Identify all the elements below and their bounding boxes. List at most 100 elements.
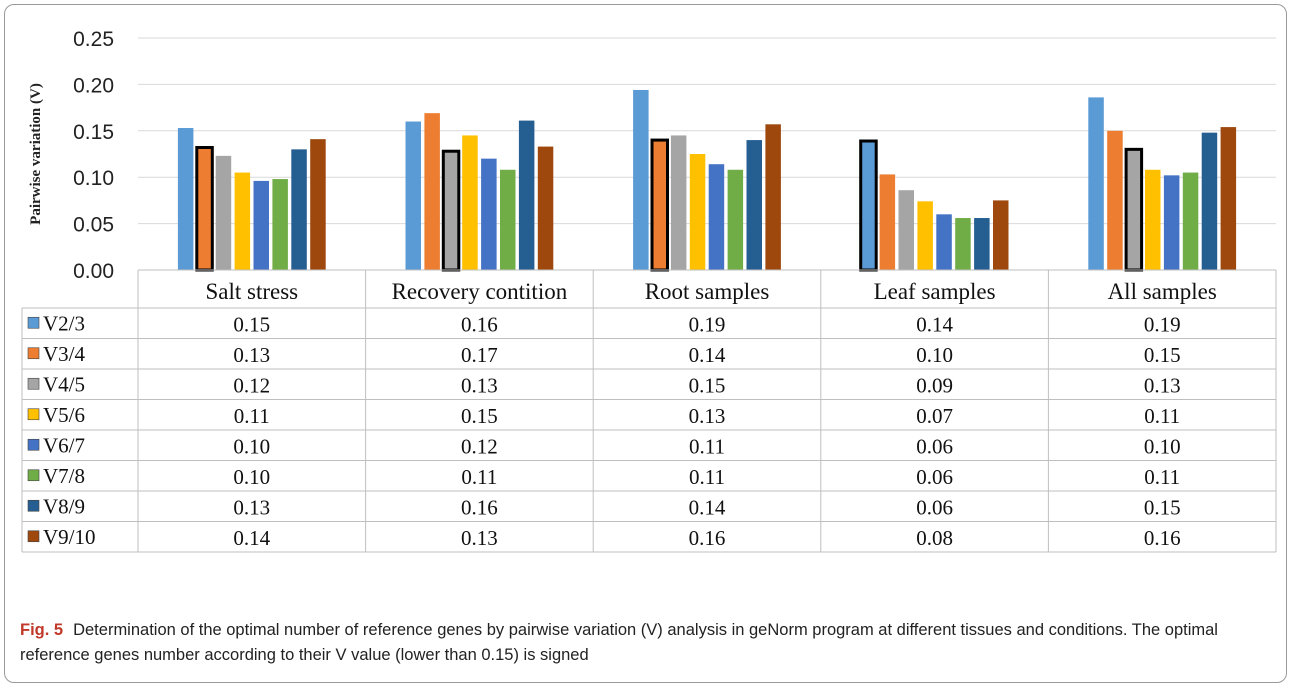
caption-text: Determination of the optimal number of r… [20, 621, 1218, 664]
table-value: 0.11 [689, 465, 725, 489]
table-value: 0.14 [689, 495, 726, 519]
bar-v7-8-all-samples [1183, 173, 1199, 270]
bar-v6-7-all-samples [1164, 175, 1180, 270]
legend-swatch-v6-7 [28, 439, 39, 450]
category-label: Recovery contition [392, 279, 568, 304]
table-value: 0.16 [1144, 526, 1181, 550]
bar-v3-4-root-samples [652, 140, 668, 270]
bar-v6-7-root-samples [709, 164, 725, 270]
table-value: 0.11 [461, 465, 497, 489]
bar-v6-7-salt-stress [254, 181, 270, 270]
bar-v3-4-recovery-contition [424, 113, 440, 270]
table-value: 0.14 [233, 526, 270, 550]
bar-v7-8-root-samples [728, 170, 744, 270]
table-value: 0.13 [233, 495, 270, 519]
figure-label: Fig. 5 [20, 621, 63, 639]
legend-label: V4/5 [43, 372, 85, 396]
bar-v3-4-all-samples [1107, 131, 1123, 270]
legend-swatch-v9-10 [28, 531, 39, 542]
table-value: 0.11 [234, 404, 270, 428]
table-value: 0.11 [689, 434, 725, 458]
y-tick-label: 0.25 [73, 28, 114, 51]
table-value: 0.16 [461, 312, 498, 336]
legend-swatch-v7-8 [28, 470, 39, 481]
bar-v6-7-leaf-samples [936, 214, 952, 270]
bar-v3-4-salt-stress [197, 148, 213, 270]
table-value: 0.13 [233, 343, 270, 367]
y-axis-title: Pairwise variation (V) [28, 83, 44, 225]
legend-label: V3/4 [43, 342, 86, 366]
figure-caption: Fig. 5 Determination of the optimal numbe… [20, 618, 1270, 668]
category-label: Leaf samples [874, 279, 996, 304]
bar-v9-10-all-samples [1221, 127, 1237, 270]
table-value: 0.17 [461, 343, 498, 367]
table-value: 0.12 [461, 434, 498, 458]
category-label: Salt stress [205, 279, 298, 304]
legend-swatch-v8-9 [28, 500, 39, 511]
table-value: 0.06 [916, 495, 953, 519]
bar-v9-10-leaf-samples [993, 200, 1009, 270]
table-value: 0.06 [916, 465, 953, 489]
table-value: 0.15 [1144, 343, 1181, 367]
legend-label: V9/10 [43, 525, 96, 549]
table-value: 0.16 [461, 495, 498, 519]
legend-label: V8/9 [43, 494, 85, 518]
table-value: 0.07 [916, 404, 953, 428]
bar-v9-10-root-samples [765, 124, 781, 270]
table-value: 0.10 [233, 434, 270, 458]
bar-v4-5-root-samples [671, 135, 687, 270]
bar-v5-6-recovery-contition [462, 135, 478, 270]
table-value: 0.10 [1144, 434, 1181, 458]
category-label: Root samples [645, 279, 770, 304]
legend-label: V6/7 [43, 433, 85, 457]
bar-v9-10-recovery-contition [538, 147, 554, 270]
bar-v8-9-recovery-contition [519, 121, 535, 270]
bar-v7-8-salt-stress [272, 179, 288, 270]
table-value: 0.13 [1144, 373, 1181, 397]
bar-v7-8-recovery-contition [500, 170, 516, 270]
table-value: 0.14 [689, 343, 726, 367]
table-value: 0.15 [1144, 495, 1181, 519]
table-value: 0.10 [233, 465, 270, 489]
table-value: 0.12 [233, 373, 270, 397]
bar-v5-6-all-samples [1145, 170, 1161, 270]
table-value: 0.14 [916, 312, 953, 336]
bar-v2-3-all-samples [1088, 97, 1104, 270]
bar-v5-6-salt-stress [235, 173, 251, 270]
table-value: 0.06 [916, 434, 953, 458]
table-value: 0.10 [916, 343, 953, 367]
legend-label: V2/3 [43, 311, 85, 335]
y-tick-label: 0.05 [73, 214, 114, 237]
table-value: 0.15 [233, 312, 270, 336]
table-value: 0.11 [1144, 465, 1180, 489]
table-value: 0.19 [689, 312, 726, 336]
legend-swatch-v5-6 [28, 409, 39, 420]
bar-v4-5-leaf-samples [899, 190, 915, 270]
legend-swatch-v3-4 [28, 348, 39, 359]
table-value: 0.15 [689, 373, 726, 397]
bar-v6-7-recovery-contition [481, 159, 497, 270]
bar-v3-4-leaf-samples [880, 174, 896, 270]
y-tick-label: 0.20 [73, 74, 114, 97]
table-value: 0.13 [461, 526, 498, 550]
legend-label: V5/6 [43, 403, 85, 427]
table-value: 0.15 [461, 404, 498, 428]
bar-v8-9-leaf-samples [974, 218, 990, 270]
table-value: 0.13 [461, 373, 498, 397]
table-value: 0.13 [689, 404, 726, 428]
bar-v9-10-salt-stress [310, 139, 326, 270]
bar-v4-5-salt-stress [216, 156, 232, 270]
bar-v5-6-leaf-samples [917, 201, 933, 270]
bar-v8-9-root-samples [747, 140, 763, 270]
bar-v2-3-salt-stress [178, 128, 194, 270]
table-value: 0.16 [689, 526, 726, 550]
y-tick-label: 0.15 [73, 121, 114, 144]
table-value: 0.19 [1144, 312, 1181, 336]
category-label: All samples [1108, 279, 1217, 304]
y-tick-label: 0.00 [73, 260, 114, 283]
bar-v2-3-leaf-samples [861, 141, 877, 270]
table-value: 0.09 [916, 373, 953, 397]
bar-v5-6-root-samples [690, 154, 706, 270]
table-value: 0.08 [916, 526, 953, 550]
